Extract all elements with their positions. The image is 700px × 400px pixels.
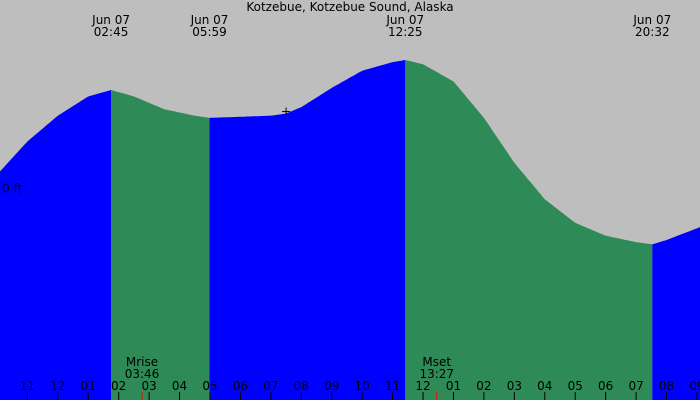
hour-label: 09 (324, 379, 339, 393)
event-time-label: 02:45 (94, 25, 129, 39)
event-time-label: 20:32 (635, 25, 670, 39)
hour-label: 12 (415, 379, 430, 393)
moon-event-time: 03:46 (125, 367, 160, 381)
hour-label: 07 (263, 379, 278, 393)
hour-label: 03 (141, 379, 156, 393)
event-date-label: Jun 07 (385, 13, 424, 27)
rising-tide-band (652, 227, 700, 400)
hour-label: 12 (50, 379, 65, 393)
hour-label: 05 (202, 379, 217, 393)
moon-event-label: Mrise (126, 355, 158, 369)
moon-event-time: 13:27 (419, 367, 454, 381)
event-time-label: 12:25 (388, 25, 423, 39)
rising-tide-band (209, 60, 406, 400)
hour-label: 01 (446, 379, 461, 393)
hour-label: 08 (659, 379, 674, 393)
hour-label: 09 (689, 379, 700, 393)
hour-label: 04 (537, 379, 552, 393)
event-date-label: Jun 07 (91, 13, 130, 27)
event-date-label: Jun 07 (632, 13, 671, 27)
hour-label: 10 (355, 379, 370, 393)
hour-label: 07 (628, 379, 643, 393)
event-time-label: 05:59 (192, 25, 227, 39)
hour-label: 05 (568, 379, 583, 393)
falling-tide-band (111, 90, 210, 400)
event-date-label: Jun 07 (190, 13, 229, 27)
hour-label: 06 (598, 379, 613, 393)
hour-label: 11 (20, 379, 35, 393)
zero-ft-label: 0 ft (2, 182, 22, 196)
moon-event-label: Mset (422, 355, 451, 369)
chart-title: Kotzebue, Kotzebue Sound, Alaska (246, 0, 453, 14)
hour-label: 02 (111, 379, 126, 393)
hour-label: 01 (81, 379, 96, 393)
hour-label: 04 (172, 379, 187, 393)
hour-label: 03 (507, 379, 522, 393)
falling-tide-band (405, 60, 653, 400)
hour-label: 02 (476, 379, 491, 393)
rising-tide-band (0, 90, 112, 400)
hour-label: 11 (385, 379, 400, 393)
hour-label: 08 (294, 379, 309, 393)
hour-label: 06 (233, 379, 248, 393)
